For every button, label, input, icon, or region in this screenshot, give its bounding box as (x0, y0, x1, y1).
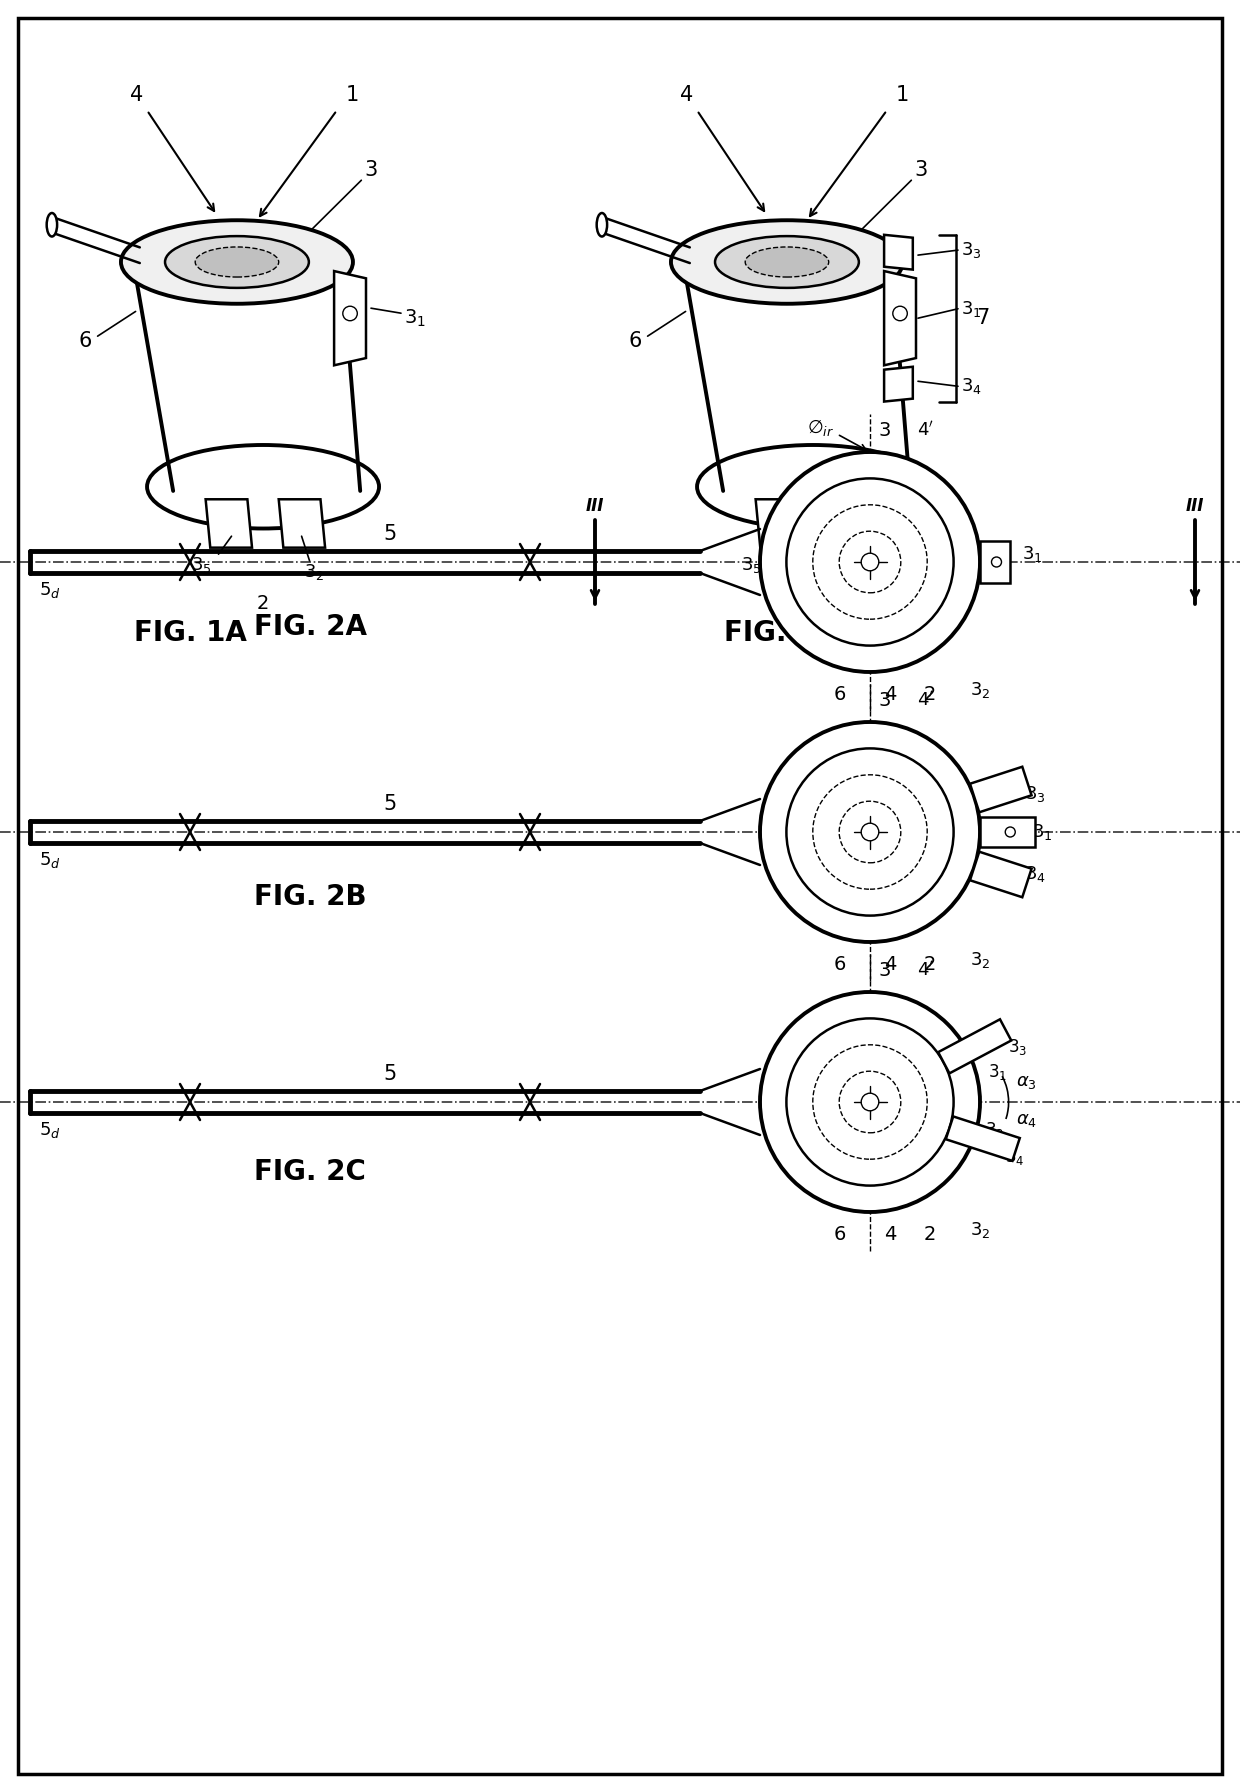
Text: 6: 6 (79, 332, 92, 351)
Text: 6: 6 (629, 332, 642, 351)
Ellipse shape (165, 237, 309, 289)
Polygon shape (884, 271, 916, 366)
Text: 6: 6 (833, 685, 846, 704)
Text: $4'$: $4'$ (916, 690, 934, 710)
Text: $3_2$: $3_2$ (970, 1220, 991, 1240)
Circle shape (862, 823, 879, 840)
Text: 1: 1 (895, 86, 909, 106)
Circle shape (760, 452, 980, 672)
Text: 6: 6 (833, 1224, 846, 1244)
Ellipse shape (715, 237, 859, 289)
Text: $3_3$: $3_3$ (1008, 1038, 1027, 1057)
Text: 5: 5 (383, 1064, 397, 1084)
Text: 2: 2 (807, 595, 820, 613)
Text: FIG. 2C: FIG. 2C (254, 1158, 366, 1186)
Polygon shape (884, 235, 913, 269)
Text: 1: 1 (345, 86, 358, 106)
Ellipse shape (148, 444, 379, 529)
Polygon shape (980, 817, 1035, 848)
Circle shape (992, 557, 1002, 566)
Text: $3_1$: $3_1$ (1032, 823, 1053, 842)
Polygon shape (279, 500, 325, 548)
Text: 5: 5 (383, 794, 397, 814)
Text: 3: 3 (879, 421, 892, 439)
Circle shape (1006, 826, 1016, 837)
Text: 7: 7 (977, 308, 990, 328)
Text: III: III (585, 496, 604, 514)
Text: 2: 2 (257, 595, 269, 613)
Text: 3: 3 (879, 690, 892, 710)
Text: $3_5$: $3_5$ (742, 556, 761, 575)
Text: 3: 3 (915, 159, 928, 181)
Text: $3_3$: $3_3$ (1025, 785, 1045, 805)
Ellipse shape (745, 247, 828, 278)
Text: $3_1$: $3_1$ (961, 299, 982, 319)
Ellipse shape (47, 213, 57, 237)
Text: $5_d$: $5_d$ (40, 581, 61, 600)
Text: $3_2$: $3_2$ (970, 950, 991, 969)
Text: FIG. 1B: FIG. 1B (724, 618, 836, 647)
Polygon shape (970, 767, 1032, 812)
Text: $3_2$: $3_2$ (985, 1120, 1004, 1140)
Text: 5: 5 (383, 523, 397, 545)
Polygon shape (980, 541, 1011, 582)
Text: 4: 4 (884, 685, 897, 704)
Ellipse shape (122, 220, 353, 305)
Text: $3_5$: $3_5$ (191, 556, 212, 575)
Text: $3_2$: $3_2$ (970, 679, 991, 701)
Text: $3_1$: $3_1$ (988, 1063, 1007, 1082)
Text: $5_d$: $5_d$ (40, 849, 61, 869)
Polygon shape (334, 271, 366, 366)
Text: III: III (1185, 496, 1204, 514)
Text: 2: 2 (924, 685, 936, 704)
Polygon shape (828, 500, 875, 548)
Text: 4: 4 (130, 86, 144, 106)
Text: 2: 2 (924, 955, 936, 973)
Text: 3: 3 (879, 961, 892, 980)
Circle shape (760, 722, 980, 943)
Text: $3_4$: $3_4$ (961, 376, 982, 396)
Text: 6: 6 (833, 955, 846, 973)
Circle shape (760, 993, 980, 1211)
Text: $3_3$: $3_3$ (961, 240, 982, 260)
Text: $3_1$: $3_1$ (404, 308, 427, 330)
Ellipse shape (195, 247, 279, 278)
Text: FIG. 2A: FIG. 2A (253, 613, 367, 642)
Text: 3: 3 (365, 159, 378, 181)
Text: 4: 4 (681, 86, 693, 106)
Text: 4: 4 (884, 955, 897, 973)
Ellipse shape (697, 444, 929, 529)
Text: $3_2$: $3_2$ (304, 563, 325, 582)
Text: $4'$: $4'$ (916, 961, 934, 980)
Text: FIG. 2B: FIG. 2B (254, 883, 366, 910)
Circle shape (862, 554, 879, 572)
Text: $\alpha_3$: $\alpha_3$ (1017, 1073, 1037, 1091)
Polygon shape (755, 500, 802, 548)
Text: $4'$: $4'$ (916, 421, 934, 439)
Ellipse shape (671, 220, 903, 305)
Polygon shape (206, 500, 252, 548)
Circle shape (862, 1093, 879, 1111)
Text: $3_4$: $3_4$ (1004, 1147, 1024, 1167)
Text: 4: 4 (884, 1224, 897, 1244)
Text: $5_d$: $5_d$ (40, 1120, 61, 1140)
Text: $3_1$: $3_1$ (1022, 545, 1043, 564)
Polygon shape (946, 1116, 1019, 1161)
Polygon shape (884, 367, 913, 401)
Text: $\alpha_4$: $\alpha_4$ (1016, 1111, 1037, 1129)
Polygon shape (939, 1020, 1012, 1073)
Text: FIG. 1A: FIG. 1A (134, 618, 247, 647)
Ellipse shape (596, 213, 608, 237)
Text: 2: 2 (924, 1224, 936, 1244)
Text: $\varnothing_{ir}$: $\varnothing_{ir}$ (807, 416, 835, 437)
Text: $3_4$: $3_4$ (1025, 864, 1045, 883)
Text: $3_2$: $3_2$ (849, 563, 869, 582)
Polygon shape (970, 851, 1032, 898)
